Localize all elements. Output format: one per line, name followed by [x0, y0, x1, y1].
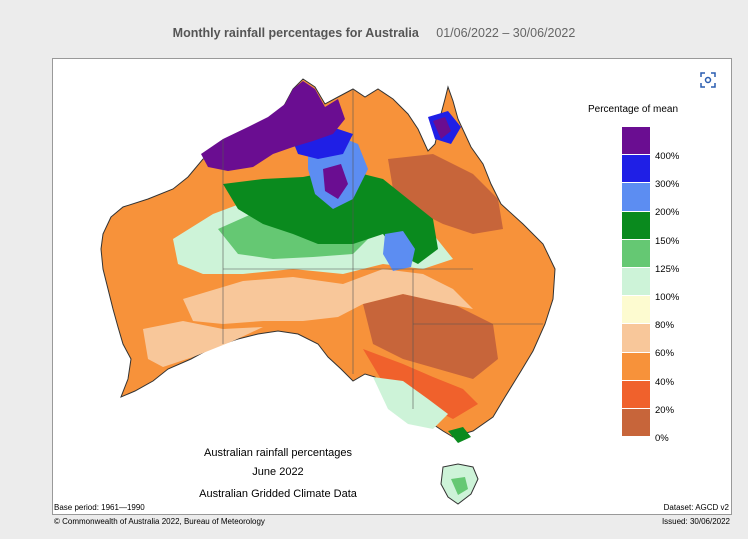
legend-swatch — [622, 296, 650, 325]
fullscreen-icon[interactable] — [699, 71, 717, 89]
map-panel: Percentage of mean 400% 300% 200% 150% 125% 1… — [52, 58, 732, 515]
caption-line-3: Australian Gridded Climate Data — [199, 488, 357, 500]
legend-swatch — [622, 324, 650, 353]
legend-swatch — [622, 183, 650, 212]
legend-label: 100% — [655, 292, 680, 303]
legend-label: 200% — [655, 207, 680, 219]
legend-label: 125% — [655, 263, 680, 275]
legend-label: 20% — [655, 404, 675, 416]
base-period: Base period: 1961—1990 — [54, 503, 145, 512]
map-title: Monthly rainfall percentages for Austral… — [172, 26, 419, 40]
legend-colorbar — [622, 127, 650, 438]
legend-swatch — [622, 155, 650, 184]
legend-swatch — [622, 408, 650, 438]
legend-label: 80% — [655, 320, 675, 332]
legend-label: 40% — [655, 376, 675, 388]
dataset-label: Dataset: AGCD v2 — [663, 503, 729, 512]
copyright: © Commonwealth of Australia 2022, Bureau… — [54, 517, 265, 526]
legend-swatch — [622, 267, 650, 297]
legend-label: 0% — [655, 433, 669, 444]
legend-label: 300% — [655, 179, 680, 191]
legend-title: Percentage of mean — [588, 104, 679, 115]
legend-swatch — [622, 211, 650, 240]
legend-label: 60% — [655, 348, 675, 360]
legend-label: 400% — [655, 151, 680, 162]
legend-label: 150% — [655, 235, 680, 247]
caption-line-1: Australian rainfall percentages — [204, 447, 352, 459]
legend-swatch — [622, 380, 650, 409]
date-range: 01/06/2022 – 30/06/2022 — [436, 26, 576, 40]
map-heading: Monthly rainfall percentages for Austral… — [0, 26, 748, 40]
issued-date: Issued: 30/06/2022 — [661, 517, 730, 526]
legend-swatch — [622, 239, 650, 268]
caption-line-2: June 2022 — [252, 466, 304, 478]
legend-swatch — [622, 352, 650, 381]
page-header: Monthly rainfall percentages for Austral… — [0, 0, 748, 52]
legend-swatch — [622, 127, 650, 156]
rainfall-map[interactable] — [53, 59, 731, 514]
